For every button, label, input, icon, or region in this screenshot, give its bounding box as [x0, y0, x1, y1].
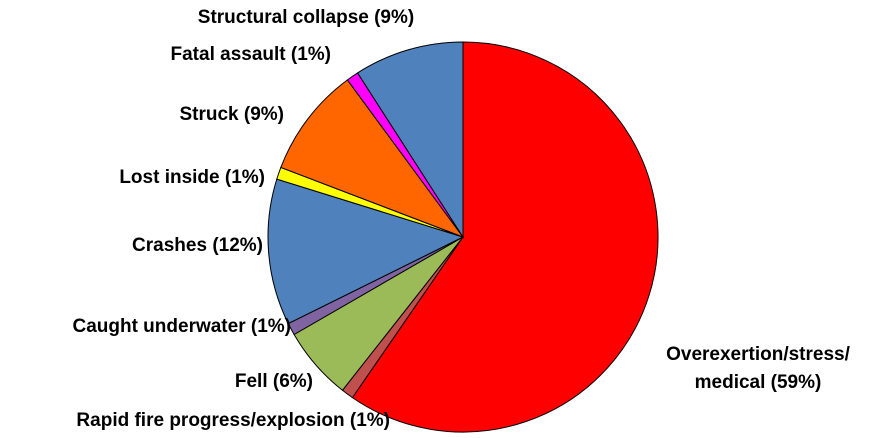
- slice-label: Fatal assault (1%): [170, 44, 332, 65]
- slice-label: Rapid fire progress/explosion (1%): [76, 410, 390, 431]
- slice-label: Lost inside (1%): [119, 167, 265, 188]
- pie-slice: [280, 79, 465, 239]
- pie-slice: [351, 41, 659, 433]
- pie-slice: [267, 178, 465, 325]
- slice-label: Caught underwater (1%): [72, 316, 291, 337]
- slice-label: Fell (6%): [234, 371, 313, 392]
- slice-label: Crashes (12%): [132, 235, 263, 256]
- slice-label: Struck (9%): [179, 104, 284, 125]
- pie-slice: [356, 41, 464, 239]
- slice-label: Overexertion/stress/ medical (59%): [666, 344, 850, 393]
- slice-label: Structural collapse (9%): [197, 7, 415, 28]
